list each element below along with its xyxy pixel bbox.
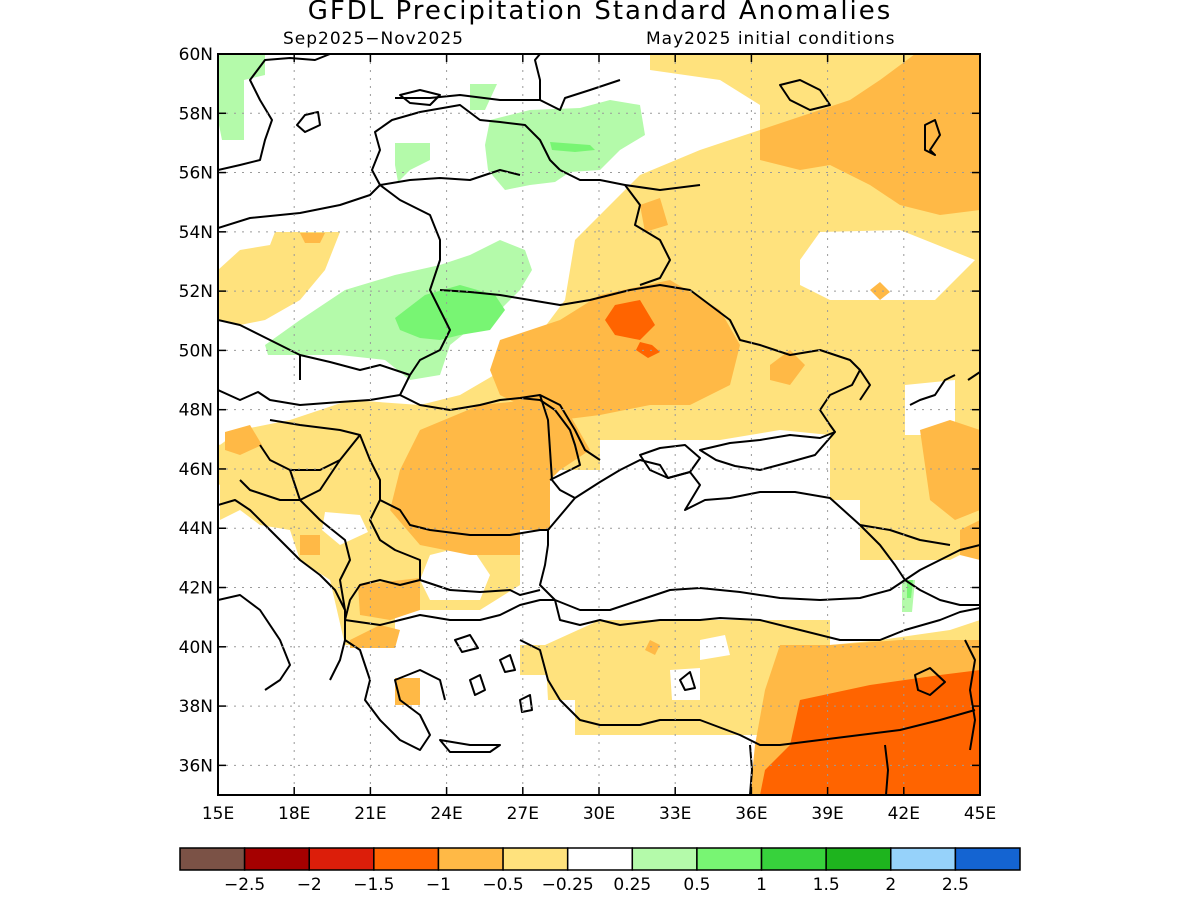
colorbar-label: −2 [297, 875, 322, 895]
colorbar-label: −1 [426, 875, 451, 895]
lon-label: 24E [430, 804, 462, 824]
colorbar-label: 0.25 [613, 875, 651, 895]
lat-label: 50N [179, 341, 213, 361]
lat-label: 36N [179, 756, 213, 776]
lat-label: 42N [179, 579, 213, 599]
colorbar-swatch [954, 847, 1021, 871]
colorbar-swatch [631, 847, 698, 871]
colorbar-label: −2.5 [224, 875, 265, 895]
lat-label: 46N [179, 460, 213, 480]
initial-conditions: May2025 initial conditions [646, 29, 896, 49]
colorbar-swatch [825, 847, 892, 871]
lon-label: 21E [354, 804, 386, 824]
longitude-labels: 15E 18E 21E 24E 27E 30E 33E 36E 39E 42E 45E [202, 804, 996, 824]
lat-label: 56N [179, 164, 213, 184]
colorbar-swatch [373, 847, 440, 871]
lon-label: 15E [202, 804, 234, 824]
lat-label: 44N [179, 519, 213, 539]
colorbar-swatch [437, 847, 504, 871]
colorbar-swatch [179, 847, 246, 871]
lon-label: 42E [888, 804, 920, 824]
lat-label: 48N [179, 401, 213, 421]
colorbar-swatch [566, 847, 634, 871]
colorbar-swatch [502, 847, 569, 871]
lat-label: 54N [179, 223, 213, 243]
colorbar-label: −1.5 [353, 875, 394, 895]
latitude-labels: 60N 58N 56N 54N 52N 50N 48N 46N 44N 42N 40N 38N 36N [179, 45, 213, 776]
lat-label: 40N [179, 638, 213, 658]
lon-label: 27E [507, 804, 539, 824]
lon-label: 18E [278, 804, 310, 824]
colorbar-label: −0.5 [482, 875, 523, 895]
colorbar [179, 847, 1021, 871]
lon-label: 36E [735, 804, 767, 824]
lon-label: 33E [659, 804, 691, 824]
forecast-period: Sep2025−Nov2025 [283, 29, 464, 49]
colorbar-swatch [760, 847, 827, 871]
colorbar-label: 0.5 [683, 875, 710, 895]
lon-label: 30E [583, 804, 615, 824]
lat-lon-grid [218, 54, 980, 795]
colorbar-label: 2.5 [942, 875, 969, 895]
coastlines-and-borders [218, 54, 980, 795]
lat-label: 38N [179, 697, 213, 717]
lon-label: 39E [811, 804, 843, 824]
axis-ticks [217, 53, 981, 795]
lat-label: 60N [179, 45, 213, 65]
colorbar-label: 1 [756, 875, 767, 895]
colorbar-swatch [243, 847, 310, 871]
colorbar-label: 1.5 [813, 875, 840, 895]
colorbar-swatch [890, 847, 957, 871]
lon-label: 45E [964, 804, 996, 824]
colorbar-swatch [696, 847, 763, 871]
lat-label: 52N [179, 282, 213, 302]
anomaly-shading [218, 54, 980, 795]
chart-title: GFDL Precipitation Standard Anomalies [307, 0, 893, 26]
colorbar-labels: −2.5 −2 −1.5 −1 −0.5 −0.25 0.25 0.5 1 1.5 2 2.5 [224, 875, 969, 895]
colorbar-swatch [308, 847, 375, 871]
colorbar-label: −0.25 [542, 875, 594, 895]
colorbar-label: 2 [885, 875, 896, 895]
lat-label: 58N [179, 104, 213, 124]
